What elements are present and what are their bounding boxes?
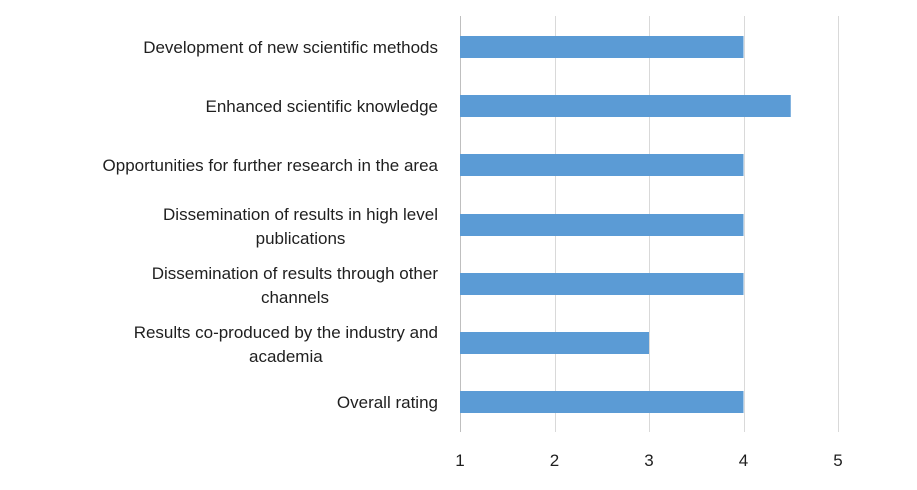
x-tick-label: 5 [833, 451, 842, 470]
bars [460, 36, 791, 413]
category-label: channels [261, 288, 329, 307]
bar [460, 273, 744, 295]
bar [460, 332, 649, 354]
category-label: Dissemination of results through other [152, 264, 439, 283]
category-label: Development of new scientific methods [143, 38, 438, 57]
x-tick-label: 4 [739, 451, 748, 470]
x-tick-labels: 1 2 3 4 5 [455, 451, 842, 470]
category-labels: Development of new scientific methods Enh… [103, 38, 439, 412]
category-label: publications [256, 229, 346, 248]
category-label: Results co-produced by the industry and [134, 323, 438, 342]
x-tick-label: 2 [550, 451, 559, 470]
category-label: Opportunities for further research in th… [103, 156, 439, 175]
bar [460, 154, 744, 176]
x-tick-label: 3 [644, 451, 653, 470]
bar [460, 95, 791, 117]
bar [460, 36, 744, 58]
bar [460, 391, 744, 413]
category-label: academia [249, 347, 323, 366]
category-label: Enhanced scientific knowledge [206, 97, 438, 116]
category-label: Overall rating [337, 393, 438, 412]
x-tick-label: 1 [455, 451, 464, 470]
category-label: Dissemination of results in high level [163, 205, 438, 224]
bar [460, 214, 744, 236]
